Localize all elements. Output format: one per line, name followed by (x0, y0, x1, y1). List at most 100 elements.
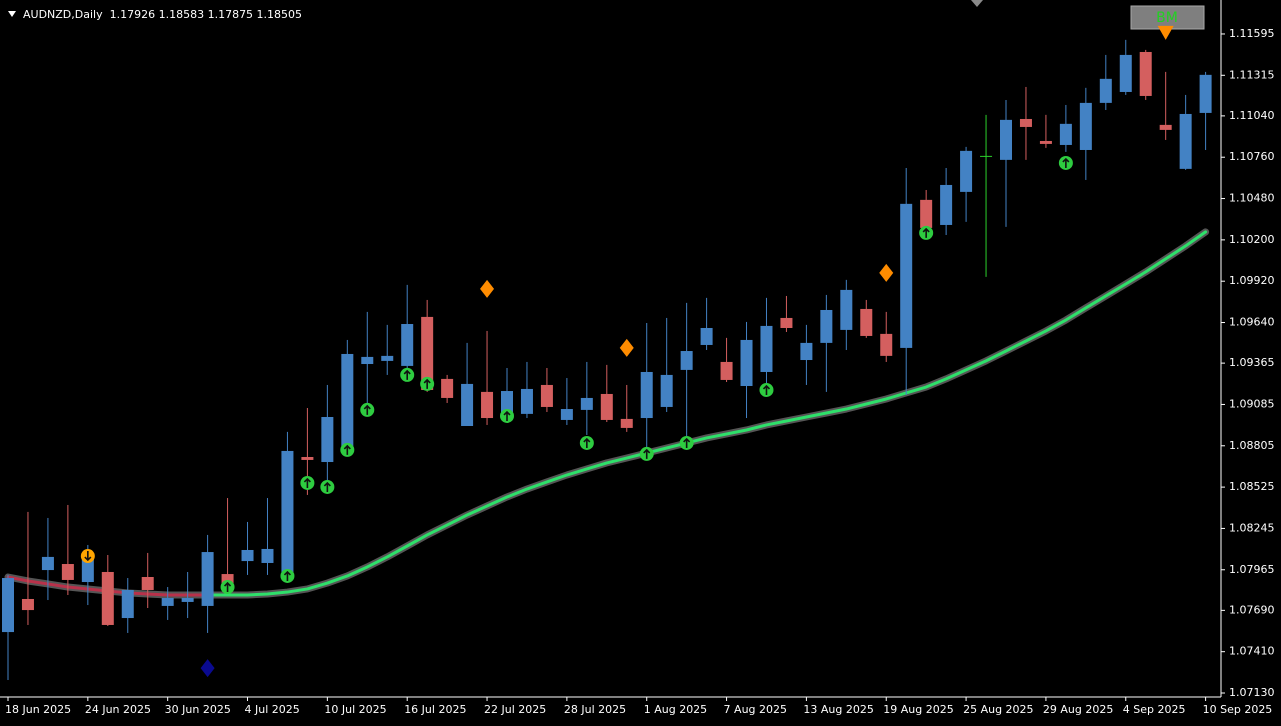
candle-body (81, 557, 94, 583)
candle-body (1079, 102, 1092, 150)
signal-glyph (762, 384, 771, 395)
x-tick-label: 22 Jul 2025 (484, 703, 546, 716)
candle-body (481, 391, 494, 419)
candle-body (680, 351, 693, 370)
title-arrow[interactable] (8, 11, 16, 17)
candle-body (720, 361, 733, 380)
candle-body (61, 564, 74, 580)
y-tick-label: 1.11315 (1229, 68, 1275, 81)
candle-body (121, 589, 134, 619)
candle-body (1019, 118, 1032, 127)
candle-body (1059, 123, 1072, 145)
signal-glyph (583, 437, 591, 448)
signal-diamond (619, 338, 634, 357)
shift-marker (971, 0, 983, 7)
y-tick-label: 1.09365 (1229, 356, 1275, 369)
signal-glyph (403, 369, 411, 380)
signal-diamond (200, 659, 215, 678)
candle-body (840, 289, 853, 330)
candle-body (181, 597, 194, 602)
y-tick-label: 1.10760 (1229, 150, 1275, 163)
y-tick-label: 1.10200 (1229, 233, 1275, 246)
y-tick-label: 1.09085 (1229, 397, 1275, 410)
signal-glyph (683, 437, 691, 448)
signal-diamond (480, 279, 495, 298)
candle-body (281, 450, 294, 575)
candle-body (540, 384, 553, 407)
x-tick-label: 16 Jul 2025 (404, 703, 466, 716)
candle-body (760, 325, 773, 372)
x-tick-label: 19 Aug 2025 (883, 703, 953, 716)
candle-body (740, 339, 753, 386)
candle-body (201, 552, 214, 606)
candle-body (301, 456, 314, 460)
y-tick-label: 1.11040 (1229, 109, 1275, 122)
candle-body (860, 308, 873, 336)
x-tick-label: 24 Jun 2025 (85, 703, 151, 716)
x-tick-label: 25 Aug 2025 (963, 703, 1033, 716)
signal-glyph (223, 581, 232, 593)
signal-glyph (922, 227, 930, 238)
signal-glyph (423, 378, 431, 389)
x-tick-label: 10 Sep 2025 (1203, 703, 1273, 716)
x-tick-label: 7 Aug 2025 (724, 703, 787, 716)
chart-title: AUDNZD,Daily 1.17926 1.18583 1.17875 1.1… (23, 8, 302, 21)
signal-glyph (503, 410, 511, 421)
candle-body (421, 316, 434, 390)
candle-body (580, 397, 593, 410)
candle-body (21, 598, 34, 611)
signal-glyph (643, 448, 651, 459)
candle-body (960, 150, 973, 192)
x-tick-label: 4 Sep 2025 (1123, 703, 1186, 716)
signal-glyph (303, 477, 311, 488)
candle-body (321, 416, 334, 463)
candle-body (900, 203, 913, 348)
candle-body (940, 184, 953, 225)
candle-body (361, 356, 374, 365)
signal-glyph (343, 444, 351, 455)
candle-body (880, 333, 893, 356)
candle-body (660, 374, 673, 407)
candle-body (241, 549, 254, 562)
candle-body (501, 391, 513, 414)
candle-body (261, 548, 274, 563)
candle-body (2, 578, 14, 633)
signal-glyph (283, 570, 292, 581)
candle-body (1099, 78, 1112, 103)
y-tick-label: 1.07410 (1229, 645, 1275, 658)
candle-body (620, 418, 633, 428)
signal-glyph (323, 481, 331, 492)
y-tick-label: 1.07965 (1229, 563, 1275, 576)
ma-line (206, 230, 1208, 597)
candle-body (640, 371, 653, 419)
candle-body (1000, 119, 1012, 160)
x-tick-label: 28 Jul 2025 (564, 703, 626, 716)
bm-button[interactable]: BM (1130, 5, 1205, 30)
y-tick-label: 1.09640 (1229, 316, 1275, 329)
candle-body (381, 355, 394, 361)
candle-body (560, 409, 573, 420)
y-tick-label: 1.09920 (1229, 274, 1275, 287)
candle-body (920, 199, 933, 228)
candle-body (401, 324, 414, 366)
candle-body (600, 393, 613, 420)
candle-body (1139, 51, 1152, 96)
candle-body (1159, 124, 1172, 130)
x-tick-label: 29 Aug 2025 (1043, 703, 1113, 716)
y-tick-label: 1.08805 (1229, 439, 1275, 452)
x-tick-label: 18 Jun 2025 (5, 703, 71, 716)
button-label[interactable]: BM (1156, 10, 1178, 26)
candle-body (461, 383, 474, 426)
y-tick-label: 1.11595 (1229, 27, 1275, 40)
candle-body (141, 576, 154, 590)
x-tick-label: 4 Jul 2025 (245, 703, 300, 716)
candle-body (161, 597, 174, 606)
candle-body (520, 388, 533, 414)
candle-body (441, 378, 454, 398)
x-tick-label: 30 Jun 2025 (165, 703, 231, 716)
x-tick-label: 10 Jul 2025 (324, 703, 386, 716)
x-tick-label: 1 Aug 2025 (644, 703, 707, 716)
candle-body (980, 155, 993, 157)
